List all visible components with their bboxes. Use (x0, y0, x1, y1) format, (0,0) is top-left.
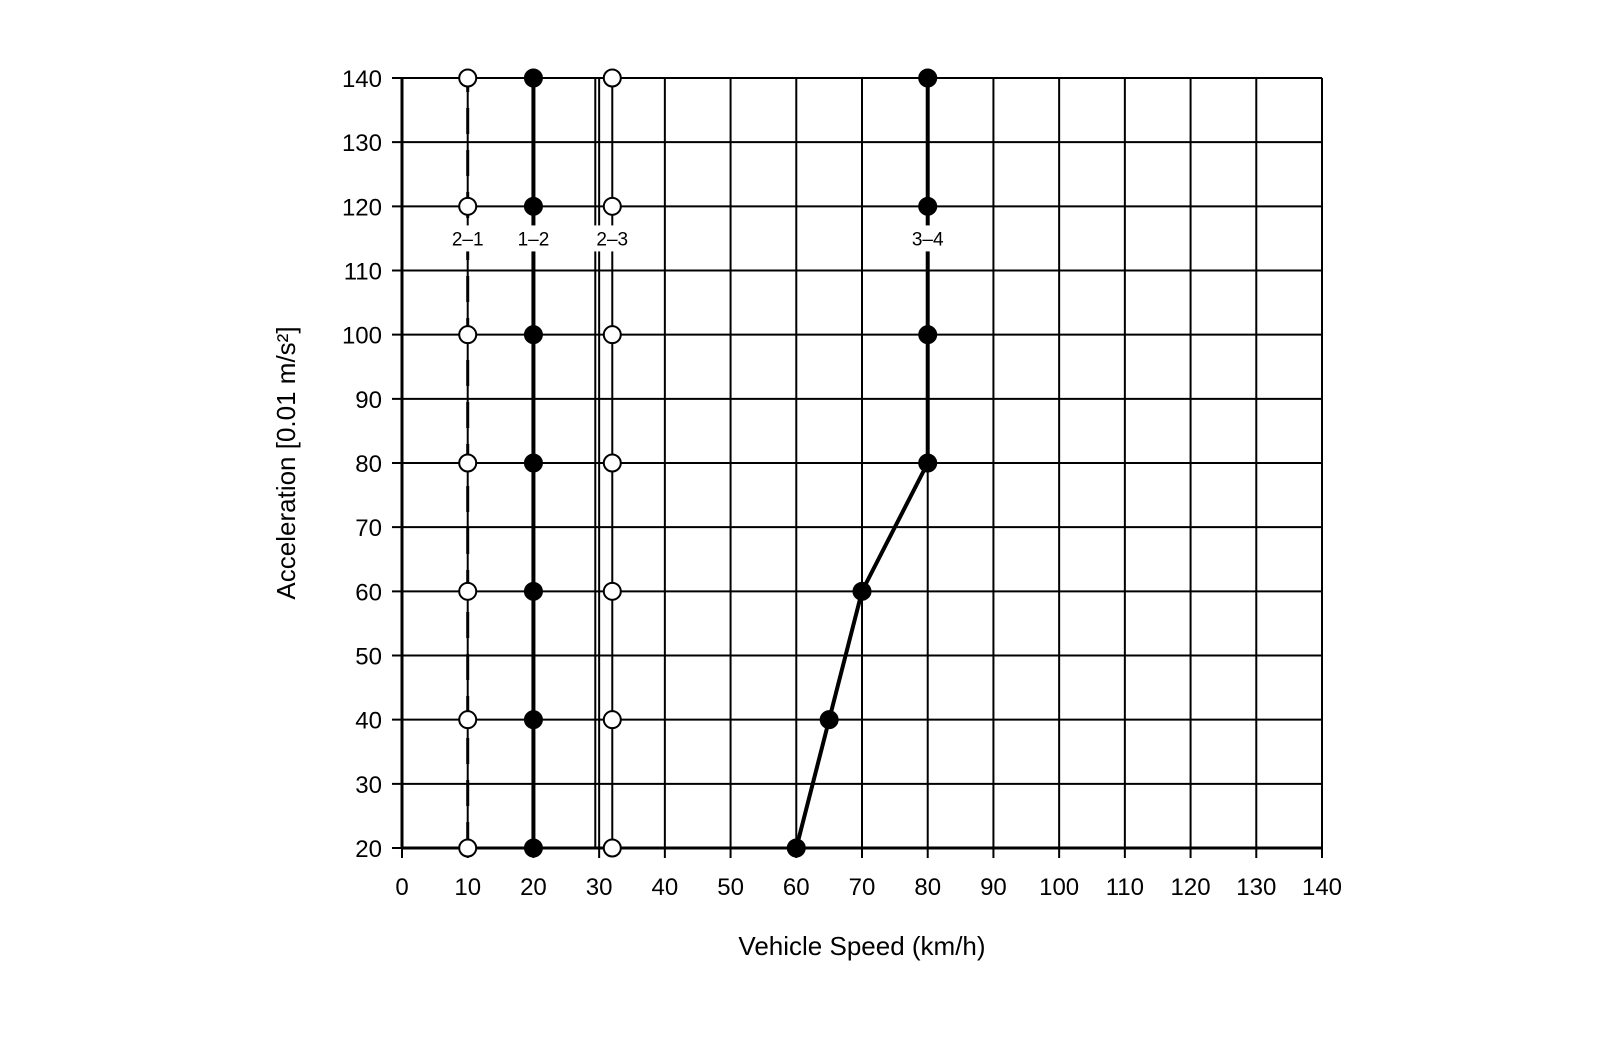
y-tick-label: 100 (342, 323, 382, 350)
series-label: 1–2 (518, 229, 550, 250)
data-point (819, 710, 839, 730)
x-tick-label: 20 (520, 874, 547, 901)
data-point (918, 453, 938, 473)
x-tick-label: 100 (1039, 874, 1079, 901)
y-tick-label: 60 (355, 579, 382, 606)
data-point (458, 838, 478, 858)
y-axis-title: Acceleration [0.01 m/s²] (271, 326, 301, 599)
data-point (458, 196, 478, 216)
y-tick-label: 30 (355, 772, 382, 799)
series-layer: 2–1 1–2 2–3 3–4 (445, 68, 950, 858)
x-tick-label: 40 (652, 874, 679, 901)
series-label: 3–4 (912, 229, 944, 250)
x-tick-label: 0 (395, 874, 408, 901)
series-2–1: 2–1 (445, 68, 490, 858)
data-point (458, 581, 478, 601)
y-tick-label: 70 (355, 515, 382, 542)
y-tick-label: 90 (355, 387, 382, 414)
x-tick-label: 80 (914, 874, 941, 901)
x-tick-label: 10 (454, 874, 481, 901)
data-point (458, 325, 478, 345)
x-tick-label: 130 (1236, 874, 1276, 901)
y-tick-label: 120 (342, 194, 382, 221)
data-point (602, 325, 622, 345)
y-tick-label: 20 (355, 836, 382, 863)
series-label-bg (905, 225, 950, 252)
data-point (918, 196, 938, 216)
y-tick-label: 50 (355, 644, 382, 671)
x-tick-label: 50 (717, 874, 744, 901)
data-point (523, 710, 543, 730)
data-point (602, 581, 622, 601)
series-label: 2–1 (452, 229, 484, 250)
x-tick-label: 90 (980, 874, 1007, 901)
x-tick-label: 120 (1171, 874, 1211, 901)
data-point (523, 196, 543, 216)
y-tick-label: 130 (342, 130, 382, 157)
data-point (523, 68, 543, 88)
grid (392, 77, 1323, 858)
series-label-bg (511, 225, 556, 252)
data-point (458, 710, 478, 730)
data-point (602, 453, 622, 473)
data-point (602, 68, 622, 88)
data-point (523, 581, 543, 601)
data-point (602, 838, 622, 858)
y-tick-label: 80 (355, 451, 382, 478)
series-3–4: 3–4 (786, 68, 950, 858)
y-tick-label: 140 (342, 66, 382, 93)
series-label-bg (445, 225, 490, 252)
data-point (852, 581, 872, 601)
data-point (458, 68, 478, 88)
data-point (523, 453, 543, 473)
data-point (523, 838, 543, 858)
x-tick-label: 30 (586, 874, 613, 901)
data-point (918, 68, 938, 88)
y-tick-label: 110 (344, 259, 382, 286)
x-tick-label: 60 (783, 874, 810, 901)
series-label: 2–3 (596, 229, 628, 250)
tick-labels: 0 10 20 30 40 50 60 70 80 90 100 110 120 130 140 20 30 40… (342, 66, 1342, 901)
x-tick-label: 70 (849, 874, 876, 901)
data-point (458, 453, 478, 473)
data-point (602, 710, 622, 730)
data-point (918, 325, 938, 345)
series-2–3: 2–3 (590, 68, 635, 858)
y-tick-label: 40 (355, 708, 382, 735)
data-point (786, 838, 806, 858)
x-tick-label: 140 (1302, 874, 1342, 901)
x-axis-title: Vehicle Speed (km/h) (738, 931, 985, 961)
series-1–2: 1–2 (511, 68, 556, 858)
x-tick-label: 110 (1106, 874, 1144, 901)
data-point (523, 325, 543, 345)
series-label-bg (590, 225, 635, 252)
data-point (602, 196, 622, 216)
